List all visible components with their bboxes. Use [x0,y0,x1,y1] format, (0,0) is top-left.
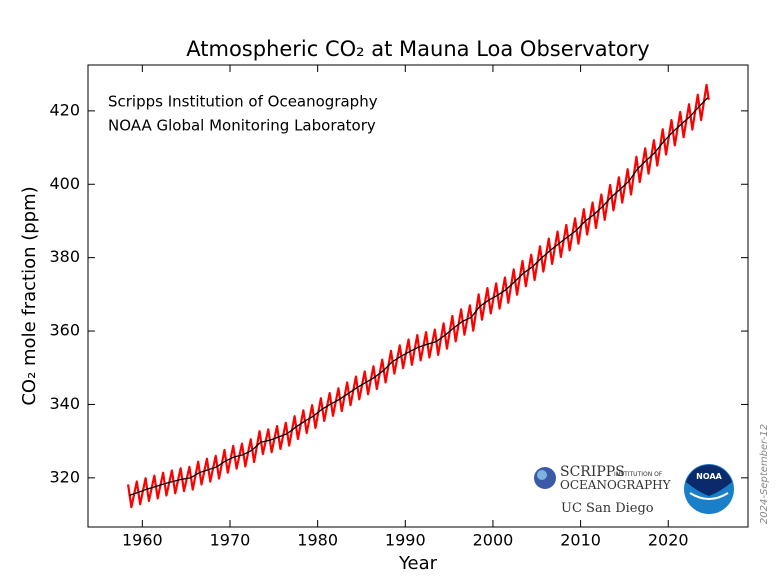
x-tick-label: 2020 [648,531,689,550]
y-tick-label: 340 [49,394,80,413]
logo-text: OCEANOGRAPHY [560,478,672,492]
x-tick-label: 1980 [297,531,338,550]
noaa-emblem-top [686,464,732,496]
annotation: NOAA Global Monitoring Laboratory [108,117,376,135]
x-tick-label: 2010 [560,531,601,550]
scripps-emblem-detail [537,470,547,480]
y-axis-label: CO₂ mole fraction (ppm) [19,186,40,405]
y-tick-label: 360 [49,321,80,340]
noaa-logo: NOAA [684,464,734,514]
y-tick-label: 380 [49,247,80,266]
date-stamp: 2024-September-12 [759,424,770,524]
y-tick-label: 320 [49,467,80,486]
x-axis-label: Year [398,553,438,574]
logo-text: SCRIPPS [560,464,625,480]
y-tick-label: 400 [49,174,80,193]
plot-frame [87,64,749,528]
logo-text: NOAA [696,472,722,481]
x-tick-label: 1970 [210,531,251,550]
data-line [128,97,709,497]
logo-text: UC San Diego [561,501,654,516]
chart-title: Atmospheric CO₂ at Mauna Loa Observatory [186,37,649,61]
annotation: Scripps Institution of Oceanography [108,93,378,111]
scripps-logo: SCRIPPS INSTITUTION OF OCEANOGRAPHY UC S… [534,464,672,516]
x-tick-label: 1990 [385,531,426,550]
noaa-emblem-wave [689,492,729,500]
x-tick-label: 1960 [122,531,163,550]
x-tick-label: 2000 [473,531,514,550]
y-tick-label: 420 [49,100,80,119]
logo-text: INSTITUTION OF [614,471,663,478]
data-line [126,83,710,509]
